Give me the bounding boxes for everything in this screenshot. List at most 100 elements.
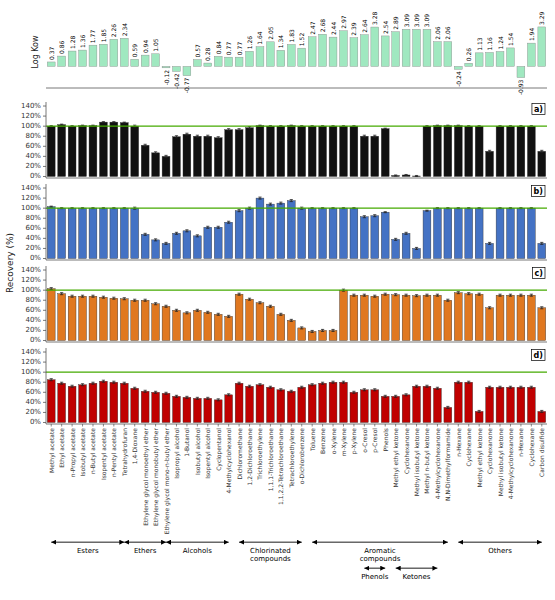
bar [517, 295, 525, 340]
panel-tag: d) [532, 350, 545, 361]
error-cap [457, 293, 460, 294]
bar [340, 126, 348, 176]
error-cap [154, 393, 157, 394]
error-bar [279, 202, 282, 204]
bar [475, 126, 483, 176]
error-cap [446, 301, 449, 302]
x-tick [197, 424, 198, 427]
bar [183, 397, 191, 422]
x-tick [291, 424, 292, 427]
bar [308, 126, 316, 176]
error-cap [394, 293, 397, 294]
error-cap [384, 397, 387, 398]
panel-tag: b) [532, 186, 545, 197]
bar [235, 211, 243, 259]
bar [371, 136, 379, 176]
error-cap [206, 226, 209, 227]
group-label-line: compounds [250, 555, 291, 563]
error-cap [258, 303, 261, 304]
bar [277, 203, 285, 258]
y-tick [43, 270, 46, 271]
error-bar [123, 298, 126, 300]
x-axis-line [46, 88, 547, 89]
group-arrow [51, 542, 124, 543]
group-label-line: Ketones [403, 573, 431, 581]
error-cap [425, 385, 428, 386]
error-cap [404, 294, 407, 295]
y-tick [43, 136, 46, 137]
x-tick-label: o-Xylene [330, 428, 338, 454]
bar [486, 387, 494, 422]
bar [392, 295, 400, 341]
bar [517, 126, 525, 176]
y-tick-label: 120% [21, 112, 41, 120]
data-label: 2.06 [444, 26, 451, 40]
error-cap [509, 388, 512, 389]
y-tick-label: 100% [21, 368, 41, 376]
bar [79, 126, 87, 177]
marks [46, 288, 547, 341]
bar [454, 293, 462, 341]
bar [256, 126, 264, 177]
error-bar [196, 309, 199, 311]
group-arrow [239, 542, 302, 543]
bar [89, 296, 97, 340]
group-bracket: Aromaticcompounds [312, 542, 448, 563]
bar [141, 145, 149, 176]
data-label: 1.24 [497, 36, 504, 50]
bar [173, 396, 181, 422]
x-tick-label: 1,1,2,2-Tetrachloroethane [277, 428, 284, 505]
error-bar [196, 397, 199, 399]
error-bar [112, 297, 115, 299]
bar [235, 383, 243, 422]
x-tick-label: Phenols [382, 428, 389, 451]
group-bracket: Chlorinatedcompounds [239, 542, 302, 563]
bar [225, 316, 233, 340]
error-cap [217, 313, 220, 314]
error-cap [50, 207, 53, 208]
error-cap [300, 209, 303, 210]
error-cap [237, 211, 240, 212]
bar [287, 320, 295, 340]
data-label: 1.94 [528, 28, 535, 42]
y-tick [43, 280, 46, 281]
error-bar [331, 329, 334, 331]
error-bar [467, 293, 470, 295]
x-tick [124, 424, 125, 427]
panel: 0%20%40%60%80%100%120%140% [21, 102, 547, 180]
error-cap [415, 249, 418, 250]
x-tick-label: Ethyl acetate [58, 428, 66, 468]
bar [256, 47, 264, 67]
bar [152, 54, 160, 67]
x-tick [385, 424, 386, 427]
error-bar [342, 381, 345, 383]
error-cap [540, 242, 543, 243]
error-cap [311, 385, 314, 386]
error-cap [112, 297, 115, 298]
error-bar [70, 385, 73, 387]
bar [350, 295, 358, 340]
bar [47, 62, 55, 66]
x-tick-label: N,N-Dimethylformamide [444, 428, 452, 501]
bar [266, 387, 274, 422]
error-cap [60, 124, 63, 125]
error-bar [133, 299, 136, 301]
y-tick-label: 40% [25, 316, 41, 324]
x-tick [520, 424, 521, 427]
error-bar [394, 294, 397, 296]
bar [475, 294, 483, 340]
error-cap [457, 125, 460, 126]
error-cap [248, 207, 251, 208]
bar [319, 126, 327, 176]
bar [152, 304, 160, 341]
error-cap [185, 135, 188, 136]
error-bar [81, 384, 84, 386]
error-bar [311, 384, 314, 386]
y-tick [43, 372, 46, 373]
bar [214, 400, 222, 423]
error-cap [415, 296, 418, 297]
bar [152, 240, 160, 259]
error-bar [175, 395, 178, 397]
error-bar [237, 293, 240, 295]
error-cap [133, 125, 136, 126]
